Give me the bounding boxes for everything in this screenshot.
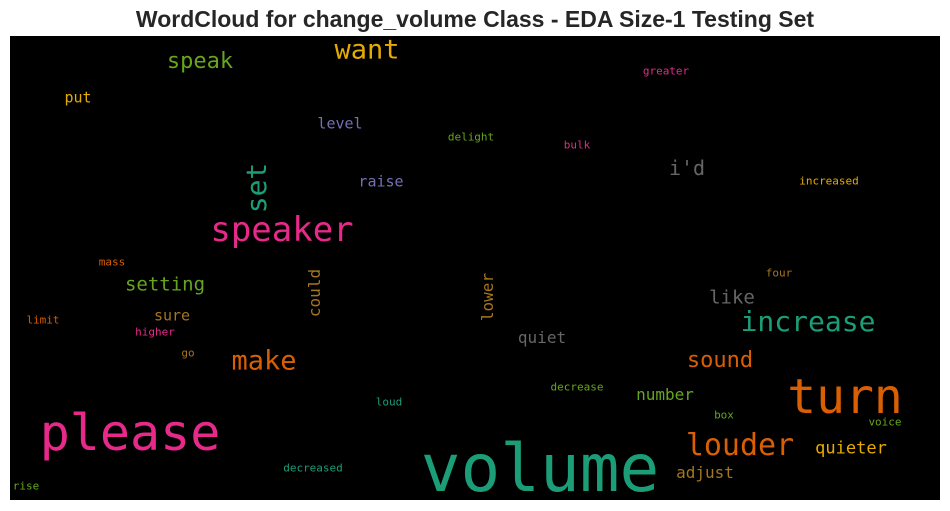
word-four: four [765, 266, 793, 280]
word-decrease: decrease [550, 380, 604, 394]
word-speak: speak [166, 49, 234, 74]
word-increase: increase [740, 305, 876, 338]
wordcloud-canvas: volume please turn speaker louder increase set… [10, 36, 940, 500]
word-sure: sure [153, 306, 191, 325]
word-mass: mass [98, 255, 126, 269]
word-decreased: decreased [283, 461, 343, 475]
word-volume: volume [420, 430, 660, 501]
word-go: go [181, 346, 195, 360]
word-like: like [709, 286, 755, 309]
word-number: number [636, 385, 694, 404]
word-bulk: bulk [563, 138, 591, 152]
word-lower: lower [478, 272, 497, 322]
word-turn: turn [787, 369, 903, 425]
word-box: box [714, 408, 734, 422]
word-rise: rise [12, 479, 40, 493]
word-sound: sound [686, 348, 754, 373]
word-louder: louder [685, 428, 795, 463]
word-set: set [240, 162, 273, 214]
word-put: put [64, 88, 92, 107]
word-level: level [317, 114, 363, 133]
word-want: want [334, 36, 400, 66]
word-make: make [231, 345, 297, 377]
word-i-d: i'd [668, 156, 706, 180]
word-please: please [39, 404, 221, 462]
word-delight: delight [447, 130, 495, 144]
word-loud: loud [375, 395, 403, 409]
word-speaker: speaker [210, 210, 354, 250]
word-adjust: adjust [676, 463, 734, 482]
word-increased: increased [799, 174, 859, 188]
word-could: could [305, 268, 324, 318]
word-greater: greater [642, 64, 690, 78]
word-limit: limit [26, 313, 60, 327]
chart-title: WordCloud for change_volume Class - EDA … [135, 6, 815, 32]
word-setting: setting [124, 273, 206, 296]
word-quiet: quiet [517, 328, 567, 347]
word-quieter: quieter [815, 438, 887, 459]
word-higher: higher [135, 325, 175, 339]
word-raise: raise [358, 172, 404, 191]
word-voice: voice [868, 415, 902, 429]
